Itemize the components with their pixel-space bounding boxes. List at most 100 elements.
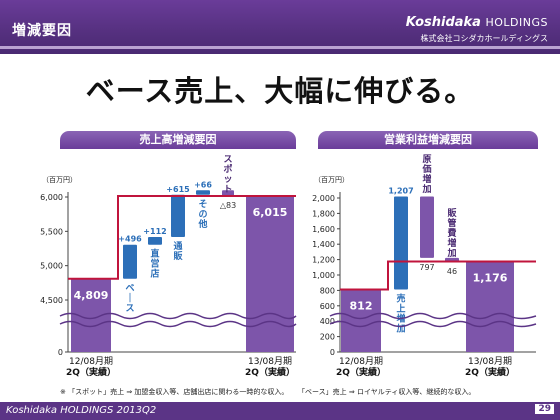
- brand-name: Koshidaka: [405, 15, 481, 30]
- svg-text:直: 直: [150, 248, 159, 260]
- svg-text:ス: ス: [125, 303, 134, 314]
- note-base: 「ベース」売上 ⇒ ロイヤルティ収入等、継続的な収入。: [298, 388, 476, 396]
- bar-delta-label: +66: [194, 180, 212, 189]
- svg-text:価: 価: [421, 163, 431, 175]
- svg-text:ッ: ッ: [223, 175, 232, 185]
- svg-text:｜: ｜: [125, 292, 134, 304]
- y-tick-label: 1,200: [312, 256, 335, 265]
- y-unit-label: （百万円）: [42, 176, 77, 184]
- svg-text:他: 他: [197, 218, 207, 230]
- x-category-label: 13/08月期: [248, 356, 292, 367]
- y-unit-label: （百万円）: [314, 176, 349, 184]
- profit-chart-title: 営業利益増減要因: [318, 131, 538, 149]
- svg-text:費: 費: [447, 227, 456, 239]
- bar-delta: [394, 196, 408, 290]
- y-tick-label: 200: [320, 333, 335, 342]
- sales-chart-title: 売上高増減要因: [60, 131, 296, 149]
- bar-delta-label: +615: [166, 185, 190, 194]
- bar-value-label: 4,809: [74, 289, 109, 302]
- bar-name-label: ベ｜ス: [125, 283, 134, 314]
- svg-text:販: 販: [173, 250, 183, 262]
- step-line: [340, 260, 536, 291]
- bar-value-label: 6,015: [253, 206, 288, 219]
- step-line: [68, 194, 296, 280]
- axis-break-wave: [329, 320, 537, 328]
- y-tick-label: 600: [320, 302, 335, 311]
- bar-name-label: その他: [197, 199, 207, 230]
- x-category-label: 2Q（実績）: [336, 366, 386, 378]
- bar-value-label: 1,176: [473, 271, 508, 284]
- footer-bar: Koshidaka HOLDINGS 2013Q2 29: [0, 402, 560, 420]
- header-bar: 増減要因 Koshidaka HOLDINGS 株式会社コシダカホールディングス: [0, 0, 560, 54]
- page-number: 29: [535, 404, 554, 414]
- bar-value-label: 812: [350, 299, 373, 312]
- bar-delta: [148, 237, 162, 245]
- svg-text:ベ: ベ: [125, 283, 134, 294]
- bar-delta-label: +112: [143, 227, 166, 236]
- svg-text:加: 加: [421, 183, 431, 195]
- bar-total: [341, 289, 381, 352]
- header-stripe: [0, 46, 560, 49]
- y-tick-label: 0: [330, 348, 335, 357]
- svg-text:加: 加: [395, 322, 405, 334]
- svg-text:加: 加: [446, 247, 456, 259]
- svg-text:売: 売: [396, 292, 405, 304]
- svg-text:ト: ト: [223, 184, 232, 195]
- y-tick-label: 2,000: [312, 194, 335, 203]
- svg-text:管: 管: [447, 217, 456, 229]
- svg-text:の: の: [198, 209, 207, 220]
- bar-delta: [420, 196, 434, 258]
- y-tick-label: 5,000: [40, 262, 63, 271]
- bar-delta-label: +496: [118, 235, 142, 244]
- y-tick-label: 800: [320, 286, 335, 295]
- sales-waterfall-chart: （百万円）04,5005,0005,5006,0004,80912/08月期2Q…: [40, 154, 297, 378]
- svg-text:増: 増: [447, 237, 456, 249]
- y-tick-label: 1,400: [312, 240, 335, 249]
- brand-suffix: HOLDINGS: [485, 16, 548, 29]
- brand-logo: Koshidaka HOLDINGS: [406, 15, 548, 30]
- svg-text:営: 営: [150, 258, 159, 270]
- svg-text:上: 上: [396, 302, 405, 314]
- bar-total: [466, 261, 514, 352]
- y-tick-label: 1,800: [312, 209, 335, 218]
- axis-break-wave: [59, 312, 297, 320]
- svg-text:通: 通: [173, 240, 182, 252]
- page-headline: ベース売上、大幅に伸びる。: [85, 74, 475, 108]
- bar-delta-label: 797: [419, 263, 434, 272]
- note-spot: ※ 「スポット」売上 ⇒ 加盟金収入等、店舗出店に関わる一時的な収入。: [60, 388, 289, 396]
- x-category-label: 2Q（実績）: [465, 366, 515, 378]
- bar-name-label: 直営店: [150, 248, 159, 280]
- y-tick-label: 400: [320, 317, 335, 326]
- y-tick-label: 1,000: [312, 271, 335, 280]
- x-category-label: 2Q（実績）: [245, 366, 295, 378]
- brand-subtitle: 株式会社コシダカホールディングス: [420, 34, 548, 43]
- y-tick-label: 0: [58, 348, 63, 357]
- footer-text: Koshidaka HOLDINGS 2013Q2: [6, 405, 157, 416]
- bar-name-label: スポット: [223, 154, 232, 195]
- bar-name-label: 通販: [173, 240, 183, 262]
- svg-text:店: 店: [150, 268, 159, 280]
- bar-delta-label: 46: [447, 267, 457, 276]
- x-category-label: 12/08月期: [339, 356, 383, 367]
- axis-break-wave: [59, 320, 297, 328]
- bar-delta: [123, 244, 137, 279]
- bar-delta: [196, 190, 210, 195]
- x-category-label: 12/08月期: [69, 356, 113, 367]
- svg-text:販: 販: [447, 207, 457, 219]
- svg-text:ス: ス: [223, 154, 232, 165]
- svg-text:ポ: ポ: [223, 163, 232, 175]
- bar-delta: [222, 190, 234, 196]
- y-tick-label: 5,500: [40, 227, 63, 236]
- svg-text:そ: そ: [198, 199, 207, 210]
- x-category-label: 13/08月期: [468, 356, 512, 367]
- bar-delta-label: △83: [220, 201, 236, 210]
- y-tick-label: 4,500: [40, 296, 63, 305]
- y-tick-label: 6,000: [40, 193, 63, 202]
- section-title: 増減要因: [12, 23, 72, 39]
- x-category-label: 2Q（実績）: [66, 366, 116, 378]
- svg-text:増: 増: [422, 173, 431, 185]
- y-tick-label: 1,600: [312, 225, 335, 234]
